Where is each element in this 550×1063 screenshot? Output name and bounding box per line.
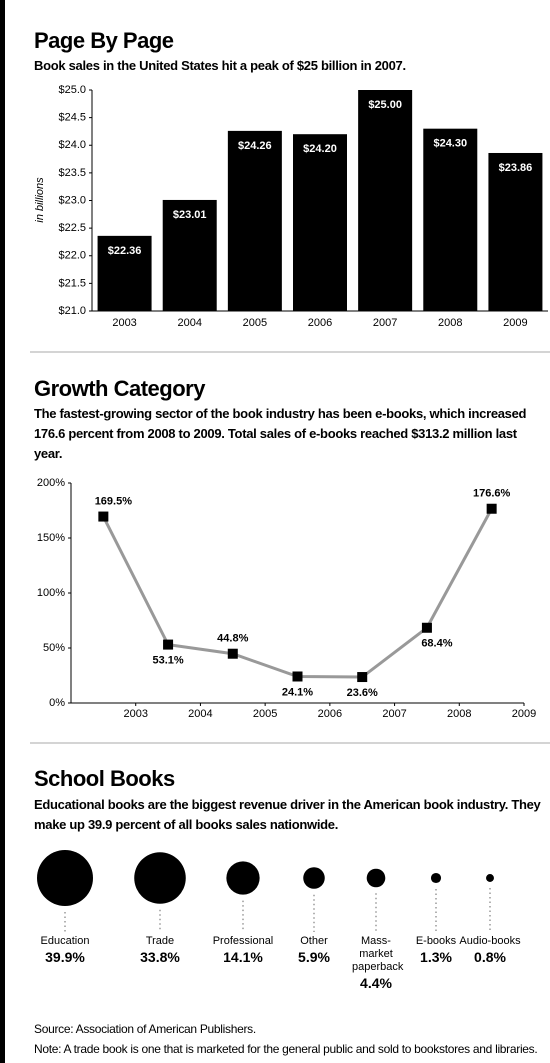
bubble [226, 861, 260, 895]
left-border [0, 0, 5, 1063]
bar [97, 235, 152, 311]
value-label: $23.01 [173, 209, 207, 221]
x-tick-label: 2005 [253, 708, 277, 720]
y-tick-label: $23.0 [58, 194, 86, 206]
bubble [486, 874, 494, 882]
marker [98, 511, 109, 522]
y-tick-label: 50% [43, 642, 65, 654]
category-block: Education 39.9% [34, 935, 96, 966]
x-tick-label: 2008 [438, 317, 462, 329]
source: Source: Association of American Publishe… [34, 1022, 256, 1036]
category-block: Audio-books 0.8% [459, 935, 521, 966]
marker [227, 648, 238, 659]
y-tick-label: $22.5 [58, 222, 86, 234]
y-tick-label: 100% [37, 587, 65, 599]
bubble [37, 850, 93, 906]
category-label: Audio-books [459, 935, 521, 947]
marker [421, 622, 432, 633]
y-tick-label: $25.0 [58, 84, 86, 96]
value-label: 169.5% [95, 495, 133, 507]
x-tick-label: 2006 [318, 708, 342, 720]
category-block: E-books 1.3% [405, 935, 467, 966]
y-tick-label: $21.5 [58, 277, 86, 289]
value-label: $24.30 [433, 138, 467, 150]
category-label: Trade [145, 935, 175, 947]
x-tick-label: 2008 [447, 708, 471, 720]
category-label: Other [300, 935, 328, 947]
bubble [430, 872, 442, 884]
bar [488, 152, 543, 311]
marker [486, 503, 497, 514]
bar [358, 90, 413, 311]
chart-subtitle: The fastest-growing sector of the book i… [34, 406, 527, 461]
category-label: Education [40, 935, 90, 947]
x-tick-label: 2006 [308, 317, 332, 329]
value-label: 24.1% [282, 686, 313, 698]
x-tick-label: 2005 [243, 317, 267, 329]
category-label: E-books [415, 935, 457, 947]
category-block: Trade 33.8% [129, 935, 191, 966]
value-label: 53.1% [152, 654, 183, 666]
note: Note: A trade book is one that is market… [34, 1042, 538, 1056]
chart-subtitle: Educational books are the biggest revenu… [34, 797, 541, 832]
value-label: 68.4% [421, 638, 452, 650]
bubble [134, 852, 186, 904]
value-label: $23.86 [499, 162, 533, 174]
category-block: Other 5.9% [283, 935, 345, 966]
value-label: 39.9% [45, 949, 85, 965]
x-tick-label: 2003 [123, 708, 147, 720]
x-tick-label: 2009 [512, 708, 536, 720]
value-label: $22.36 [108, 245, 142, 257]
y-tick-label: $21.0 [58, 305, 86, 317]
value-label: 14.1% [223, 949, 263, 965]
marker [292, 671, 303, 682]
value-label: 4.4% [360, 975, 392, 991]
bar [227, 130, 282, 311]
chart-title: School Books [34, 766, 175, 791]
y-tick-label: $24.5 [58, 112, 86, 124]
bar [293, 134, 347, 311]
y-tick-label: $22.0 [58, 250, 86, 262]
value-label: $24.26 [238, 140, 272, 152]
x-tick-label: 2003 [112, 317, 136, 329]
category-label: Professional [212, 935, 274, 947]
y-tick-label: 200% [37, 477, 65, 489]
chart-title: Page By Page [34, 28, 174, 53]
category-block: Professional 14.1% [212, 935, 274, 966]
y-tick-label: 150% [37, 532, 65, 544]
y-tick-label: $24.0 [58, 139, 86, 151]
value-label: 5.9% [298, 949, 330, 965]
marker [357, 672, 368, 683]
bar [423, 128, 478, 311]
chart-title: Growth Category [34, 376, 205, 401]
x-tick-label: 2007 [382, 708, 406, 720]
value-label: 1.3% [420, 949, 452, 965]
x-tick-label: 2004 [177, 317, 201, 329]
bubble [366, 868, 386, 888]
y-tick-label: 0% [49, 697, 65, 709]
value-label: 0.8% [474, 949, 506, 965]
chart-subtitle: Book sales in the United States hit a pe… [34, 58, 406, 73]
value-label: 176.6% [473, 488, 511, 500]
marker [163, 639, 174, 650]
x-tick-label: 2007 [373, 317, 397, 329]
value-label: 33.8% [140, 949, 180, 965]
x-tick-label: 2004 [188, 708, 212, 720]
value-label: 23.6% [347, 687, 378, 699]
bar [162, 199, 217, 311]
category-label: Mass-market paperback [352, 935, 404, 973]
x-tick-label: 2009 [503, 317, 527, 329]
value-label: $25.00 [368, 99, 402, 111]
bubble [303, 867, 325, 889]
value-label: 44.8% [217, 633, 248, 645]
y-axis-label: in billions [34, 177, 46, 223]
y-tick-label: $23.5 [58, 167, 86, 179]
category-block: Mass-market paperback 4.4% [345, 935, 407, 992]
line-series [102, 508, 493, 679]
value-label: $24.20 [303, 143, 337, 155]
